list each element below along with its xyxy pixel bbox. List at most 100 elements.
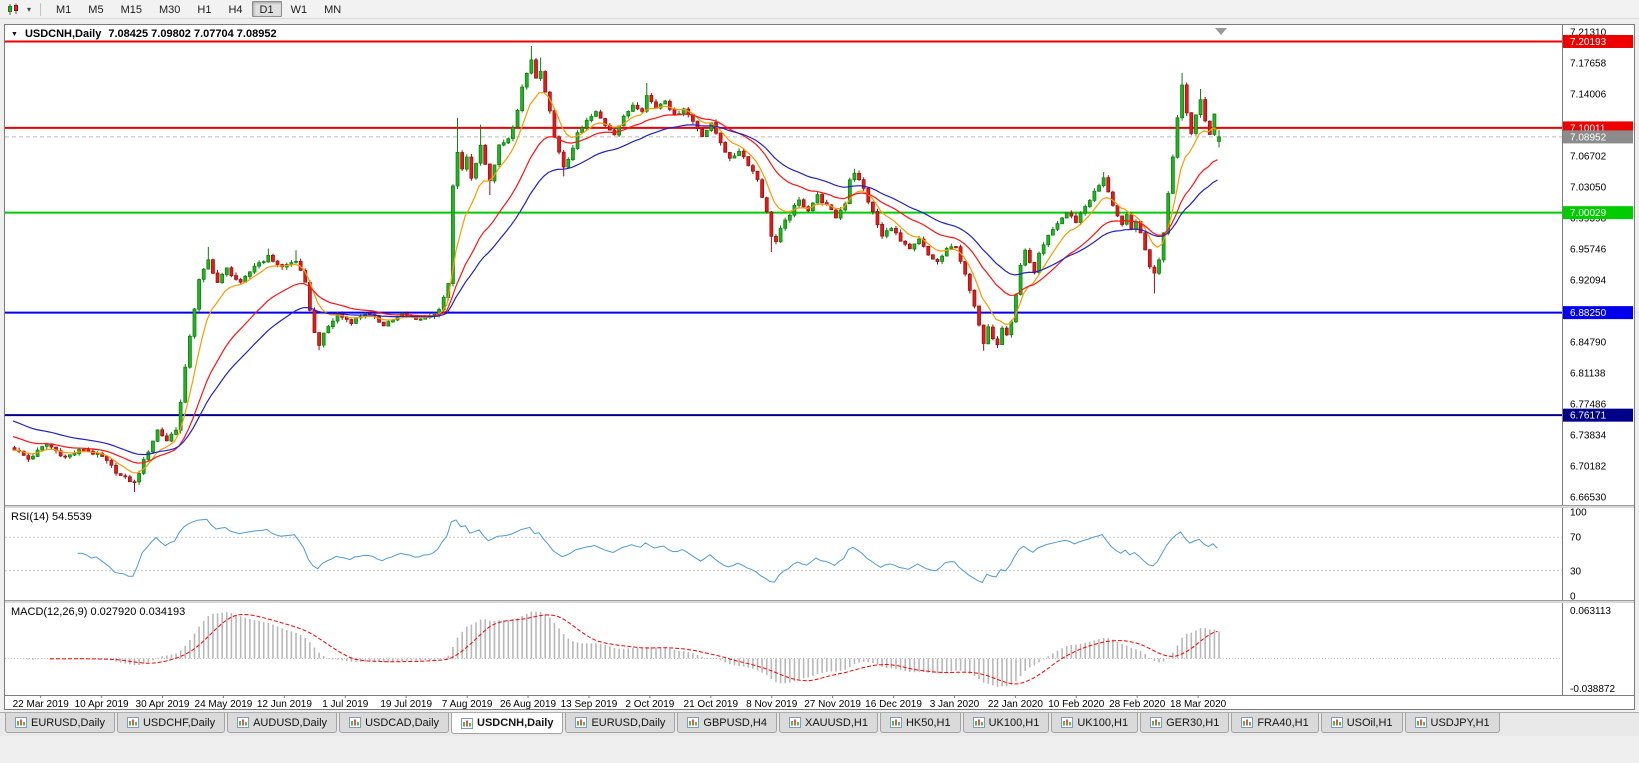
main-chart-pane[interactable]: 7.213107.176587.140067.103547.067027.030… [5, 25, 1634, 505]
price-label-psychological-7[interactable]: 7.00029 [1563, 206, 1633, 220]
svg-text:7.08952: 7.08952 [1570, 132, 1607, 143]
date-label: 7 Aug 2019 [442, 699, 493, 709]
timeframe-mn[interactable]: MN [324, 4, 342, 16]
svg-text:6.70182: 6.70182 [1570, 462, 1607, 473]
svg-text:6.76171: 6.76171 [1570, 411, 1607, 422]
chart-tab-hk50-h1[interactable]: HK50,H1 [879, 713, 961, 733]
chart-tab-audusd-daily[interactable]: AUDUSD,Daily [227, 713, 338, 733]
mini-chart-icon [575, 717, 588, 728]
date-label: 24 May 2019 [195, 699, 253, 709]
chart-tab-eurusd-daily[interactable]: EURUSD,Daily [565, 713, 676, 733]
timeframe-toolbar: ▾ M1 M5 M15 M30 H1 H4 D1 W1 MN [0, 0, 1639, 19]
mini-chart-icon [687, 717, 700, 728]
svg-text:7.03050: 7.03050 [1570, 183, 1607, 194]
one-click-trading-toggle-icon[interactable]: ▼ [11, 30, 18, 38]
chart-window: 7.213107.176587.140067.103547.067027.030… [4, 24, 1635, 710]
price-label-support-low[interactable]: 6.76171 [1563, 408, 1633, 422]
chart-tab-uk100-h1[interactable]: UK100,H1 [962, 713, 1050, 733]
svg-text:6.95746: 6.95746 [1570, 245, 1607, 256]
time-axis[interactable]: 22 Mar 2019 10 Apr 2019 30 Apr 2019 24 May … [5, 695, 1634, 709]
tab-label: GBPUSD,H4 [703, 716, 767, 729]
chart-tab-gbpusd-h4[interactable]: GBPUSD,H4 [677, 713, 777, 733]
date-label: 12 Jun 2019 [257, 699, 312, 709]
ma-fast-orange [12, 91, 1218, 474]
macd-pane[interactable]: 0.063113 -0.038872 [5, 603, 1634, 695]
timeframe-h4[interactable]: H4 [228, 4, 243, 16]
date-label: 2 Oct 2019 [625, 699, 674, 709]
chart-tab-ger30-h1[interactable]: GER30,H1 [1140, 713, 1230, 733]
price-scale[interactable]: 7.213107.176587.140067.103547.067027.030… [1570, 28, 1607, 504]
tab-label: USDCHF,Daily [142, 716, 216, 729]
svg-text:6.73834: 6.73834 [1570, 431, 1607, 442]
svg-text:7.21310: 7.21310 [1570, 28, 1607, 39]
timeframe-w1[interactable]: W1 [290, 4, 308, 16]
tab-label: UK100,H1 [988, 716, 1040, 729]
svg-text:7.14006: 7.14006 [1570, 90, 1607, 101]
rsi-scale-label: 0 [1570, 592, 1576, 601]
mini-chart-icon [1241, 717, 1254, 728]
timeframe-m15[interactable]: M15 [120, 4, 142, 16]
date-label: 8 Nov 2019 [746, 699, 798, 709]
mini-chart-icon [972, 717, 985, 728]
date-label: 13 Sep 2019 [561, 699, 618, 709]
chart-tab-usdchf-daily[interactable]: USDCHF,Daily [116, 713, 226, 733]
price-label-current-price[interactable]: 7.08952 [1563, 130, 1633, 144]
mini-chart-icon [1330, 717, 1343, 728]
chart-tab-usoil-h1[interactable]: USOil,H1 [1320, 713, 1403, 733]
price-label-resistance-high[interactable]: 7.20193 [1563, 34, 1633, 48]
tab-label: GER30,H1 [1166, 716, 1220, 729]
svg-text:7.10011: 7.10011 [1570, 123, 1606, 134]
rsi-pane[interactable]: 100 70 30 0 [5, 508, 1634, 600]
chart-tab-usdcnh-daily[interactable]: USDCNH,Daily [451, 713, 564, 734]
mini-chart-icon [1150, 717, 1163, 728]
rsi-scale-label: 100 [1570, 508, 1587, 519]
pane-splitter-macd[interactable] [5, 600, 1634, 603]
pane-splitter-rsi[interactable] [5, 505, 1634, 508]
toolbar-separator [40, 2, 42, 16]
chart-tab-fra40-h1[interactable]: FRA40,H1 [1231, 713, 1319, 733]
chart-tab-usdjpy-h1[interactable]: USDJPY,H1 [1404, 713, 1500, 733]
date-label: 3 Jan 2020 [930, 699, 980, 709]
mini-chart-icon [126, 717, 139, 728]
timeframe-m5[interactable]: M5 [88, 4, 104, 16]
ma-slow-blue [12, 124, 1218, 456]
mini-chart-icon [461, 717, 474, 729]
horizontal-levels [5, 40, 1562, 417]
macd-signal-line [49, 613, 1218, 685]
tab-label: EURUSD,Daily [591, 716, 666, 729]
date-label: 22 Mar 2019 [13, 699, 70, 709]
date-label: 30 Apr 2019 [136, 699, 190, 709]
chart-tab-uk100-h1[interactable]: UK100,H1 [1051, 713, 1139, 733]
candles-layer [12, 45, 1221, 492]
mini-chart-icon [889, 717, 902, 728]
svg-text:7.06702: 7.06702 [1570, 152, 1607, 163]
chart-shift-marker-icon[interactable] [1215, 28, 1227, 35]
mini-chart-icon [349, 717, 362, 728]
date-label: 22 Jan 2020 [988, 699, 1043, 709]
mini-chart-icon [237, 717, 250, 728]
chart-tab-xauusd-h1[interactable]: XAUUSD,H1 [778, 713, 878, 733]
chart-tab-usdcad-daily[interactable]: USDCAD,Daily [339, 713, 450, 733]
status-bar [0, 736, 1639, 763]
mini-chart-icon [788, 717, 801, 728]
tab-label: UK100,H1 [1077, 716, 1129, 729]
tab-label: USDCAD,Daily [365, 716, 440, 729]
date-label: 27 Nov 2019 [804, 699, 861, 709]
svg-text:7.00029: 7.00029 [1570, 208, 1607, 219]
chart-list-caret-icon[interactable]: ▾ [27, 4, 32, 14]
svg-text:7.20193: 7.20193 [1570, 37, 1607, 48]
svg-text:6.66530: 6.66530 [1570, 493, 1607, 504]
timeframe-h1[interactable]: H1 [197, 4, 212, 16]
chart-type-icon[interactable] [4, 2, 24, 17]
date-label: 1 Jul 2019 [322, 699, 369, 709]
chart-tab-eurusd-daily[interactable]: EURUSD,Daily [5, 713, 115, 733]
timeframe-m30[interactable]: M30 [158, 4, 181, 16]
tab-label: XAUUSD,H1 [804, 716, 868, 729]
rsi-scale-label: 70 [1570, 533, 1582, 544]
tab-label: USDJPY,H1 [1430, 716, 1490, 729]
macd-scale-min: -0.038872 [1570, 684, 1615, 695]
timeframe-m1[interactable]: M1 [56, 4, 72, 16]
mini-chart-icon [1061, 717, 1074, 728]
price-label-support-mid[interactable]: 6.88250 [1563, 306, 1633, 320]
timeframe-d1[interactable]: D1 [251, 1, 282, 17]
